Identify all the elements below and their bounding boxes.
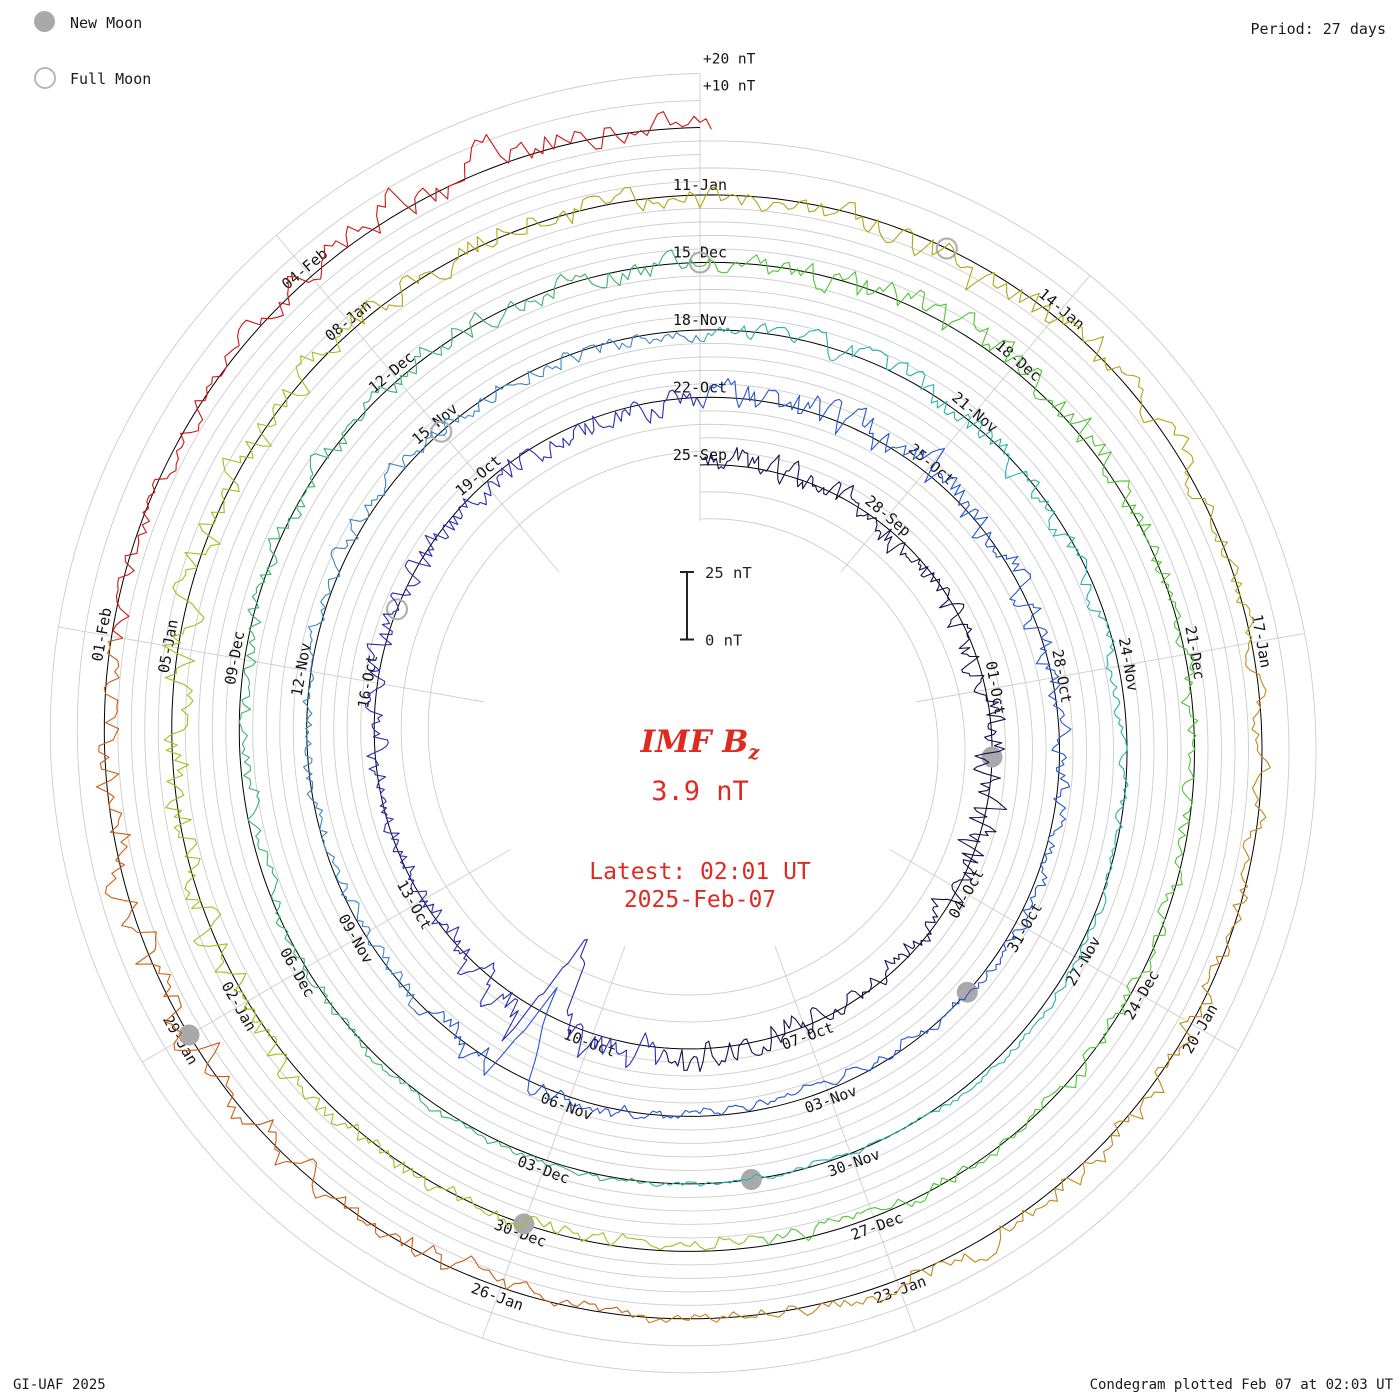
date-label: 05-Jan <box>155 618 182 674</box>
date-label: 28-Oct <box>1048 648 1075 704</box>
date-label: 19-Oct <box>452 451 505 500</box>
full-moon-icon <box>34 67 56 89</box>
date-label: 02-Jan <box>217 978 260 1034</box>
trace-segment <box>238 249 701 1184</box>
date-label: 06-Dec <box>276 945 319 1001</box>
full-moon-marker <box>935 237 958 260</box>
date-label: 27-Nov <box>1062 933 1105 989</box>
trace-segment <box>632 643 1271 1324</box>
date-label: 06-Nov <box>538 1089 595 1124</box>
period-label: Period: 27 days <box>1250 20 1386 38</box>
full-moon-marker <box>385 598 409 621</box>
date-label: 07-Oct <box>779 1018 836 1053</box>
trace-segment <box>112 111 712 639</box>
nT-gridline-label: +10 nT <box>703 79 756 95</box>
date-label: 10-Oct <box>561 1025 618 1060</box>
date-label: 17-Jan <box>1248 613 1275 669</box>
date-label: 28-Sep <box>861 492 914 541</box>
date-label: 14-Jan <box>1035 285 1088 334</box>
plotted-timestamp: Condegram plotted Feb 07 at 02:03 UT <box>1089 1377 1393 1393</box>
date-label: 26-Jan <box>469 1279 526 1314</box>
new-moon-marker <box>178 1024 200 1046</box>
new-moon-icon <box>34 11 55 32</box>
trace-segment <box>302 331 701 1011</box>
scale-bottom-label: 0 nT <box>705 632 742 650</box>
spoke-line <box>276 234 560 573</box>
legend-full-moon-label: Full Moon <box>70 70 152 88</box>
date-label: 01-Feb <box>88 606 115 662</box>
date-label: 20-Jan <box>1179 1001 1222 1057</box>
credit-label: GI-UAF 2025 <box>13 1377 106 1393</box>
date-label: 22-Oct <box>673 379 727 397</box>
latest-value: 3.9 nT <box>651 776 749 807</box>
date-label: 25-Sep <box>673 446 727 464</box>
full-moon-marker <box>688 251 712 274</box>
latest-time-line: Latest: 02:01 UT <box>589 859 811 885</box>
date-label: 03-Dec <box>515 1152 572 1187</box>
nT-gridline-label: +20 nT <box>703 52 756 68</box>
trace-segment <box>413 378 1072 1120</box>
trace-segment <box>350 186 1255 644</box>
grid-spiral <box>49 73 1317 1374</box>
date-label: 24-Nov <box>1115 636 1142 692</box>
new-moon-marker <box>740 1169 762 1190</box>
spoke-line <box>840 275 1091 573</box>
date-label: 27-Dec <box>848 1209 905 1244</box>
trace-segment <box>663 447 1008 1073</box>
date-label: 08-Jan <box>322 296 375 345</box>
trace-segment <box>162 324 759 1251</box>
grid-spiral <box>76 100 1290 1347</box>
date-label: 09-Nov <box>334 911 377 967</box>
chart-title-subscript: z <box>748 741 760 765</box>
grid-spiral <box>157 181 1209 1266</box>
date-label: 04-Feb <box>278 245 331 294</box>
spoke-line <box>774 945 916 1332</box>
baseline-spiral <box>103 127 1263 1320</box>
date-label: 12-Dec <box>365 348 418 397</box>
grid-spiral <box>130 154 1236 1293</box>
date-label: 30-Nov <box>825 1145 882 1180</box>
trace-segment <box>364 389 701 1069</box>
spoke-line <box>915 632 1305 703</box>
date-label: 09-Dec <box>221 630 248 686</box>
date-label: 21-Nov <box>948 388 1001 437</box>
date-label: 18-Nov <box>673 311 727 329</box>
chart-title-main: IMF B <box>640 724 749 760</box>
scale-top-label: 25 nT <box>705 564 752 582</box>
spoke-line <box>142 849 511 1063</box>
new-moon-marker <box>956 981 978 1003</box>
trace-segment <box>699 254 1199 1246</box>
trace-segment <box>648 323 1129 1187</box>
latest-date-line: 2025-Feb-07 <box>623 887 777 913</box>
date-label: 11-Jan <box>673 176 727 194</box>
trace-segment <box>95 637 633 1318</box>
legend-new-moon-label: New Moon <box>70 14 143 32</box>
date-label: 25-Oct <box>905 440 958 489</box>
date-label: 16-Oct <box>354 653 381 709</box>
spoke-line <box>481 945 626 1339</box>
chart-title: IMF Bz <box>0 724 1400 764</box>
date-label: 03-Nov <box>802 1082 859 1117</box>
